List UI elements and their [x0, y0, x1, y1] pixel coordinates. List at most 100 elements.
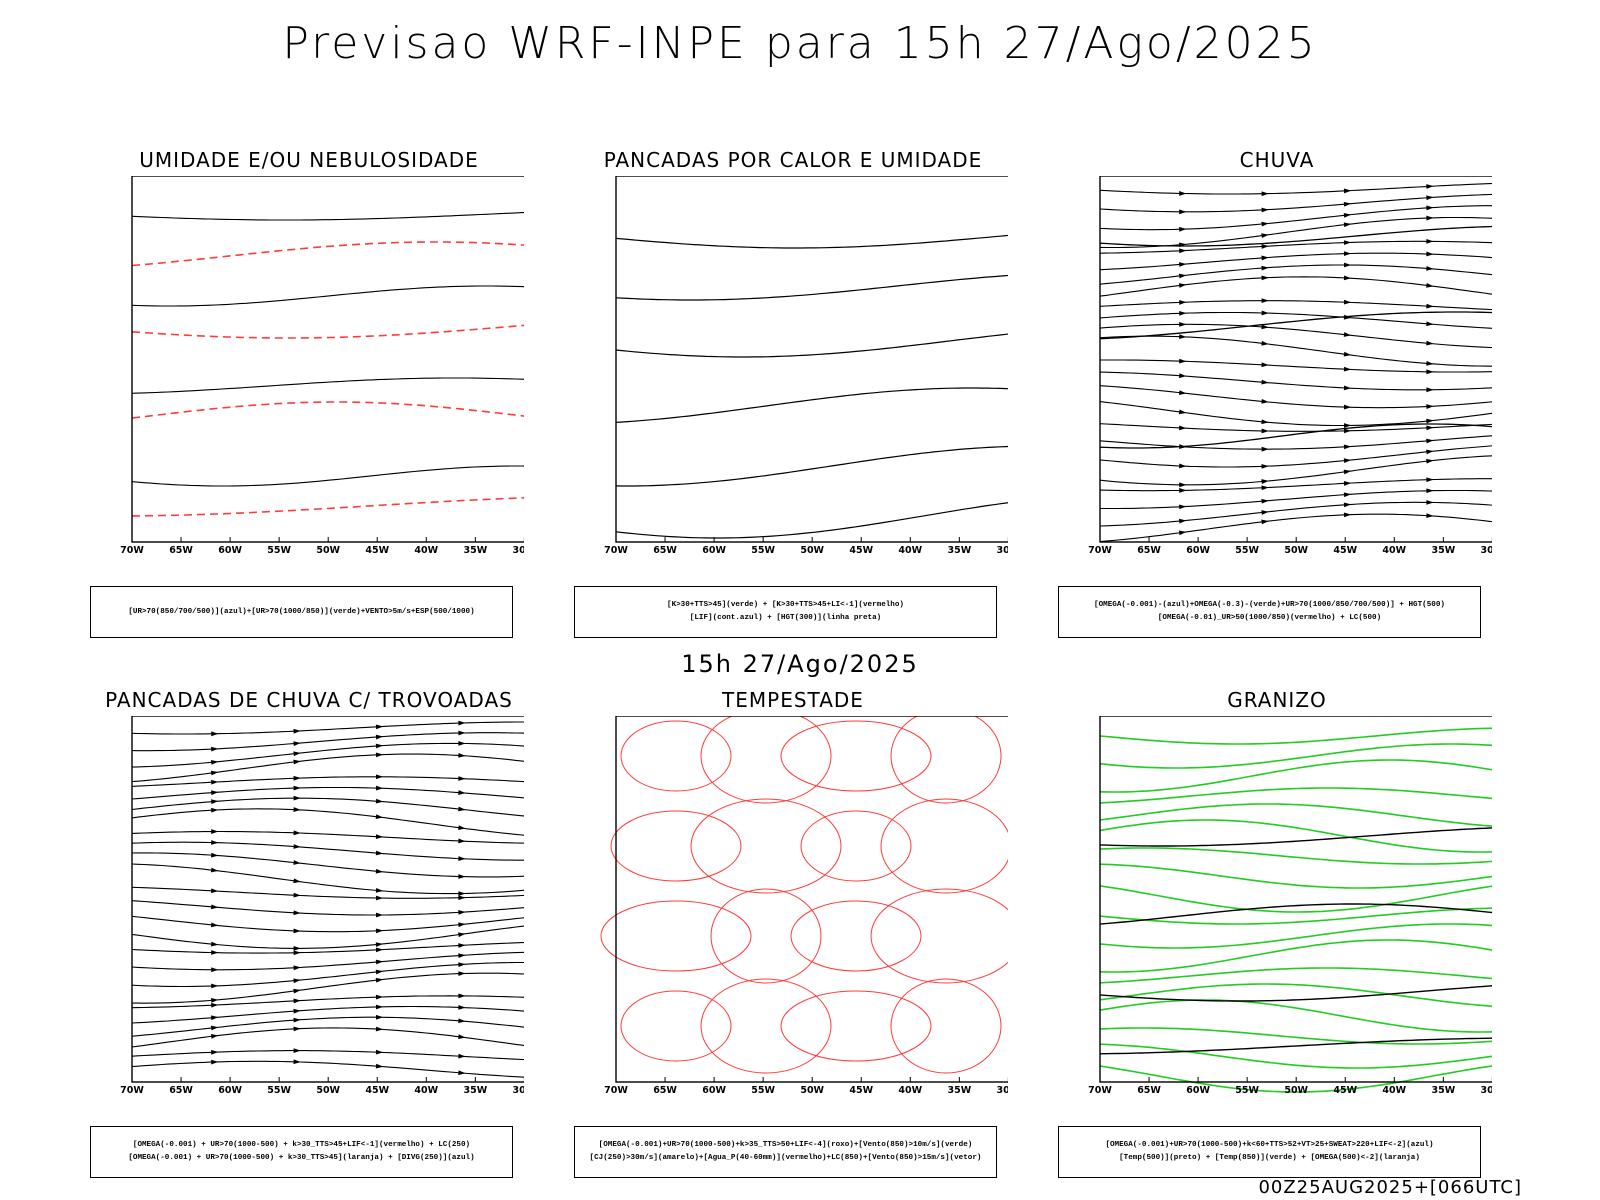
streamline-arrow	[1261, 221, 1269, 227]
temp500-contour	[1099, 1037, 1492, 1055]
streamline-arrow	[211, 746, 219, 752]
legend-line-1: [OMEGA(-0.001)+UR>70(1000-500)+k>35_TTS>…	[598, 1141, 973, 1149]
streamline	[1099, 276, 1492, 297]
lon-tick-label: 40W	[414, 1085, 438, 1096]
streamline-arrow	[1343, 201, 1352, 207]
streamline	[1099, 501, 1492, 527]
temp850-contour	[1099, 999, 1492, 1033]
lon-tick-label: 70W	[1088, 545, 1112, 556]
streamline-arrow	[1261, 255, 1269, 261]
streamline-arrow	[1179, 262, 1187, 267]
streamline-arrow	[458, 730, 466, 736]
streamline-arrow	[1343, 423, 1352, 428]
lon-tick-label: 70W	[1088, 1085, 1112, 1096]
model-run-info: 00Z25AUG2025+[066UTC]	[1258, 1177, 1522, 1198]
streamline-arrow	[293, 844, 301, 849]
streamline-arrow	[375, 1004, 384, 1010]
temp500-contour	[1099, 985, 1492, 1002]
streamline-arrow	[293, 741, 301, 746]
lon-tick-label: 45W	[365, 545, 389, 556]
streamline-arrow	[1261, 519, 1269, 525]
streamline-arrow	[211, 790, 219, 796]
streamline-850	[690, 798, 842, 894]
legend-line-2: [CJ(250)>30m/s](amarelo)+[Agua_P(40-60mm…	[589, 1154, 982, 1162]
streamline-arrow	[375, 977, 384, 983]
hgt300-contour	[615, 502, 1008, 539]
hgt300-contour	[615, 387, 1008, 423]
streamline	[1099, 385, 1492, 409]
streamline-850	[780, 990, 932, 1062]
legend-line-2: [OMEGA(-0.001) + UR>70(1000-500) + k>30_…	[128, 1154, 475, 1162]
streamline	[1100, 489, 1492, 510]
lon-tick-label: 30W	[997, 1085, 1008, 1096]
streamline-arrow	[375, 743, 384, 749]
thickness-line	[131, 324, 524, 339]
streamline	[131, 961, 524, 988]
streamline-arrow	[375, 774, 384, 780]
map-storm: 12S15S18S21S24S27S30S33S36S39S42S70W65W6…	[600, 716, 1008, 1096]
streamline-arrow	[1179, 191, 1187, 196]
streamline	[1099, 335, 1492, 367]
streamline-arrow	[293, 795, 301, 801]
streamline	[131, 721, 524, 735]
streamline-arrow	[458, 856, 466, 861]
streamline	[131, 841, 524, 861]
main-title: Previsao WRF-INPE para 15h 27/Ago/2025	[282, 18, 1318, 69]
streamline-arrow	[1343, 404, 1352, 410]
streamline-arrow	[375, 814, 384, 820]
streamline-arrow	[293, 946, 301, 951]
streamline-arrow	[1261, 479, 1269, 484]
streamline	[1099, 478, 1492, 492]
lon-tick-label: 55W	[751, 1085, 775, 1096]
lon-tick-label: 35W	[1431, 1085, 1455, 1096]
isobar	[131, 465, 524, 487]
streamline-arrow	[1343, 512, 1352, 518]
streamline-850	[800, 810, 912, 882]
streamline-arrow	[458, 891, 466, 896]
streamline-arrow	[1343, 299, 1352, 305]
streamline-arrow	[375, 868, 384, 874]
streamline-arrow	[1261, 265, 1269, 271]
streamline	[131, 941, 524, 954]
streamline-arrow	[1343, 444, 1352, 450]
lon-tick-label: 70W	[120, 1085, 144, 1096]
legend-line-1: [OMEGA(-0.001)-(azul)+OMEGA(-0.3)-(verde…	[1094, 601, 1445, 609]
streamline-arrow	[458, 909, 466, 915]
streamline-arrow	[293, 928, 301, 934]
legend-box: [OMEGA(-0.001)+UR>70(1000-500)+k>35_TTS>…	[574, 1126, 997, 1178]
streamline-arrow	[211, 888, 219, 894]
streamline-arrow	[293, 878, 301, 884]
map-frame	[615, 716, 1008, 1083]
streamline-arrow	[293, 910, 301, 916]
streamline	[131, 732, 524, 752]
streamline-arrow	[211, 807, 219, 813]
streamline-arrow	[1426, 513, 1434, 518]
streamline-arrow	[1261, 233, 1269, 239]
streamline-arrow	[1343, 366, 1352, 372]
temp850-contour	[1099, 939, 1492, 973]
lon-tick-label: 70W	[604, 1085, 628, 1096]
streamline-arrow	[1426, 387, 1434, 393]
streamline	[1099, 513, 1492, 543]
streamline-arrow	[1426, 369, 1434, 375]
streamline-arrow	[1179, 504, 1187, 510]
streamline-arrow	[1426, 266, 1434, 271]
streamline-arrow	[1343, 251, 1352, 257]
streamline-arrow	[293, 1059, 301, 1065]
streamline-arrow	[1179, 248, 1187, 254]
thickness-line	[131, 401, 524, 419]
streamline-arrow	[1261, 207, 1269, 213]
panel-title: TEMPESTADE	[722, 688, 864, 712]
streamline-arrow	[1343, 213, 1352, 218]
streamline-arrow	[1179, 300, 1187, 305]
streamline-arrow	[375, 942, 384, 947]
streamline	[131, 995, 524, 1009]
streamline-arrow	[293, 830, 301, 836]
streamline-arrow	[211, 1002, 219, 1008]
streamline-arrow	[211, 950, 219, 955]
streamline-arrow	[1426, 449, 1434, 455]
streamline-arrow	[293, 860, 301, 865]
streamline-arrow	[293, 998, 301, 1004]
panel-title: PANCADAS DE CHUVA C/ TROVOADAS	[105, 688, 513, 712]
streamline-arrow	[293, 728, 301, 734]
